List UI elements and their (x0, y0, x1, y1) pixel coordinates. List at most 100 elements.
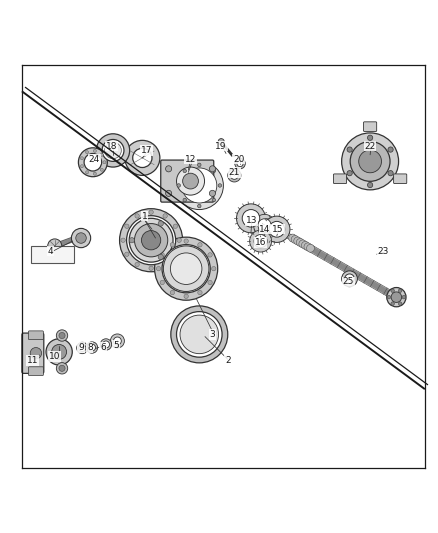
Circle shape (208, 253, 212, 257)
Circle shape (177, 238, 181, 243)
Text: 20: 20 (233, 155, 244, 164)
Circle shape (209, 166, 215, 172)
Circle shape (59, 365, 65, 372)
Circle shape (177, 167, 205, 195)
Circle shape (183, 173, 198, 189)
Circle shape (100, 339, 112, 350)
Circle shape (184, 294, 188, 298)
Circle shape (230, 172, 238, 179)
Circle shape (173, 224, 177, 229)
Circle shape (177, 184, 180, 187)
Circle shape (78, 148, 107, 177)
Circle shape (125, 140, 160, 175)
Circle shape (158, 254, 163, 260)
Circle shape (198, 204, 201, 208)
Text: 4: 4 (48, 247, 53, 256)
Text: 12: 12 (185, 155, 196, 164)
Circle shape (134, 223, 168, 257)
Circle shape (304, 243, 312, 251)
Circle shape (155, 237, 218, 300)
FancyBboxPatch shape (394, 174, 407, 183)
Text: 23: 23 (378, 247, 389, 256)
Circle shape (402, 295, 406, 299)
FancyBboxPatch shape (364, 122, 377, 132)
Circle shape (129, 238, 134, 243)
Circle shape (388, 147, 393, 152)
Text: 22: 22 (364, 142, 376, 150)
Circle shape (86, 342, 98, 353)
Circle shape (166, 190, 172, 197)
Circle shape (258, 219, 271, 232)
Circle shape (342, 133, 399, 190)
Circle shape (198, 290, 202, 295)
Circle shape (398, 302, 402, 305)
Circle shape (48, 239, 62, 253)
Circle shape (71, 229, 91, 248)
Circle shape (149, 210, 153, 214)
Text: 17: 17 (141, 146, 152, 155)
Circle shape (177, 312, 222, 357)
Circle shape (183, 198, 187, 202)
Text: 11: 11 (27, 356, 39, 365)
Text: 13: 13 (246, 216, 258, 225)
Circle shape (81, 165, 84, 168)
Circle shape (347, 171, 352, 176)
Circle shape (160, 280, 164, 285)
Circle shape (173, 252, 177, 256)
Circle shape (135, 214, 139, 218)
Circle shape (398, 289, 402, 293)
Circle shape (391, 289, 395, 293)
Circle shape (269, 221, 285, 237)
Text: 8: 8 (87, 343, 93, 352)
Circle shape (367, 135, 373, 140)
Circle shape (171, 306, 228, 363)
Circle shape (125, 224, 129, 229)
Circle shape (166, 166, 172, 172)
Circle shape (105, 142, 121, 159)
Text: 14: 14 (259, 225, 271, 234)
Circle shape (345, 274, 354, 284)
Circle shape (81, 157, 84, 160)
Circle shape (93, 149, 96, 152)
FancyBboxPatch shape (31, 246, 74, 263)
Circle shape (291, 236, 299, 244)
Circle shape (347, 147, 352, 152)
Circle shape (212, 198, 215, 202)
Circle shape (212, 266, 216, 271)
Text: 15: 15 (272, 225, 284, 234)
Circle shape (180, 315, 219, 354)
Circle shape (84, 154, 102, 171)
Circle shape (93, 172, 96, 175)
Circle shape (85, 171, 88, 174)
Text: 2: 2 (225, 356, 230, 365)
Circle shape (175, 161, 223, 209)
Circle shape (218, 184, 222, 187)
Circle shape (110, 334, 124, 348)
Circle shape (163, 214, 167, 218)
Circle shape (127, 216, 176, 265)
Circle shape (125, 252, 129, 256)
Text: 24: 24 (88, 155, 100, 164)
Text: 5: 5 (113, 341, 119, 350)
Circle shape (391, 302, 395, 305)
Text: 9: 9 (78, 343, 84, 352)
Circle shape (388, 171, 393, 176)
Circle shape (57, 330, 68, 341)
Text: 1: 1 (141, 212, 148, 221)
Circle shape (350, 141, 390, 181)
Circle shape (100, 154, 103, 156)
Circle shape (163, 262, 167, 266)
Circle shape (212, 169, 215, 173)
Circle shape (307, 244, 314, 252)
Circle shape (170, 290, 174, 295)
Circle shape (59, 333, 65, 338)
Circle shape (77, 342, 88, 354)
Circle shape (237, 160, 243, 167)
Circle shape (158, 221, 163, 226)
FancyBboxPatch shape (161, 160, 214, 202)
Circle shape (135, 262, 139, 266)
Circle shape (387, 295, 391, 299)
Circle shape (250, 230, 272, 252)
Text: 25: 25 (343, 277, 354, 286)
Circle shape (121, 238, 125, 243)
